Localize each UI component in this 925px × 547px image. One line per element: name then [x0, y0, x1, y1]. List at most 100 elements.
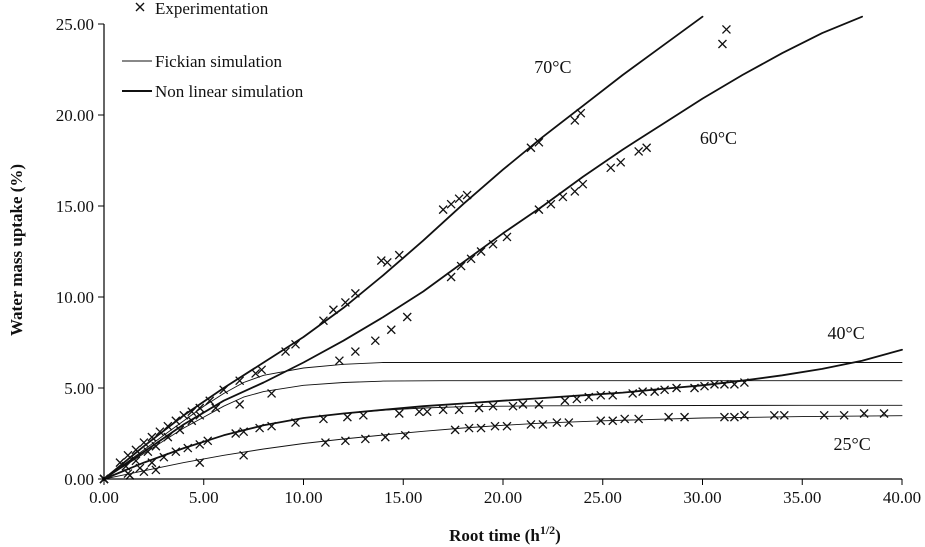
data-point-60 — [187, 416, 197, 426]
data-point-25 — [464, 423, 474, 433]
data-point-70 — [155, 427, 165, 437]
data-point-25 — [620, 414, 630, 424]
y-tick-label: 5.00 — [64, 379, 94, 398]
data-point-60 — [334, 356, 344, 366]
data-point-70 — [163, 421, 173, 431]
data-point-60 — [456, 261, 466, 271]
data-point-40 — [660, 385, 670, 395]
x-tick-label: 15.00 — [384, 488, 422, 507]
data-point-70 — [115, 458, 125, 468]
data-point-40 — [267, 421, 277, 431]
data-point-25 — [526, 419, 536, 429]
data-point-70 — [219, 385, 229, 395]
data-point-40 — [729, 379, 739, 389]
data-point-70 — [123, 450, 133, 460]
data-point-25 — [564, 418, 574, 428]
data-point-70 — [394, 250, 404, 260]
data-point-60 — [195, 410, 205, 420]
data-point-70 — [382, 257, 392, 267]
data-point-60 — [350, 347, 360, 357]
data-point-25 — [450, 425, 460, 435]
data-point-40 — [147, 458, 157, 468]
x-tick-label: 10.00 — [284, 488, 322, 507]
data-point-70 — [281, 347, 291, 357]
data-point-70 — [446, 199, 456, 209]
data-point-40 — [638, 387, 648, 397]
legend-item-fickian: Fickian simulation — [122, 52, 283, 71]
data-point-25 — [340, 436, 350, 446]
data-point-25 — [634, 414, 644, 424]
data-point-60 — [534, 205, 544, 215]
data-point-70 — [350, 288, 360, 298]
temperature-label-60: 60°C — [700, 128, 737, 148]
data-point-60 — [488, 239, 498, 249]
data-point-25 — [769, 410, 779, 420]
data-point-25 — [680, 412, 690, 422]
series-points — [99, 25, 889, 484]
data-point-40 — [719, 379, 729, 389]
data-point-40 — [171, 447, 181, 457]
temperature-label-40: 40°C — [828, 323, 865, 343]
data-point-40 — [739, 378, 749, 387]
x-tick-label: 30.00 — [683, 488, 721, 507]
data-point-70 — [526, 143, 536, 153]
nonlinear-simulation-line-40 — [103, 348, 903, 480]
x-tick-label: 5.00 — [189, 488, 219, 507]
legend-item-nonlinear: Non linear simulation — [122, 82, 304, 101]
data-point-40 — [414, 407, 424, 417]
data-point-60 — [143, 447, 153, 457]
data-point-70 — [717, 39, 727, 49]
data-point-40 — [700, 381, 709, 391]
data-point-60 — [235, 399, 245, 409]
data-point-25 — [552, 418, 562, 428]
data-point-40 — [488, 401, 498, 411]
legend-label-nonlinear: Non linear simulation — [155, 82, 304, 101]
data-point-70 — [205, 396, 215, 406]
data-point-60 — [466, 254, 476, 264]
data-point-60 — [386, 325, 396, 335]
data-point-40 — [318, 414, 328, 424]
data-point-40 — [255, 423, 265, 433]
legend: Experimentation Fickian simulation Non l… — [122, 0, 304, 101]
data-point-60 — [211, 403, 221, 413]
data-point-60 — [151, 441, 161, 451]
data-point-25 — [476, 423, 486, 433]
data-point-40 — [474, 403, 484, 413]
data-point-25 — [779, 410, 789, 420]
y-tick-label: 25.00 — [56, 15, 94, 34]
fickian-simulation-line-70 — [103, 362, 903, 480]
data-point-70 — [291, 339, 300, 349]
data-point-70 — [376, 256, 386, 266]
x-tick-label: 0.00 — [89, 488, 119, 507]
data-point-25 — [320, 438, 330, 448]
data-point-25 — [502, 421, 512, 431]
data-point-60 — [558, 192, 568, 202]
data-point-70 — [195, 403, 205, 413]
data-point-40 — [438, 405, 448, 415]
data-point-40 — [508, 401, 518, 411]
data-point-40 — [710, 379, 719, 389]
data-point-25 — [859, 409, 869, 418]
data-point-60 — [370, 336, 380, 346]
nonlinear-simulation-line-70 — [103, 15, 704, 480]
data-point-60 — [634, 146, 644, 156]
data-point-25 — [719, 412, 729, 422]
data-point-40 — [195, 439, 205, 449]
data-point-40 — [231, 429, 241, 438]
data-point-70 — [454, 194, 464, 204]
data-point-40 — [534, 399, 544, 409]
data-point-60 — [606, 163, 616, 173]
y-ticks: 0.00 5.00 10.00 15.00 20.00 25.00 — [56, 15, 104, 489]
data-point-60 — [578, 179, 588, 189]
x-tick-label: 35.00 — [783, 488, 821, 507]
data-point-25 — [608, 416, 618, 426]
data-point-60 — [642, 143, 652, 153]
data-point-60 — [446, 272, 456, 282]
fickian-simulation-line-60 — [103, 380, 903, 480]
data-point-60 — [121, 461, 131, 471]
data-point-25 — [739, 410, 749, 420]
data-point-40 — [183, 443, 193, 453]
fickian-simulation-line-40 — [103, 404, 903, 480]
data-point-25 — [538, 419, 548, 429]
data-point-40 — [560, 396, 570, 406]
